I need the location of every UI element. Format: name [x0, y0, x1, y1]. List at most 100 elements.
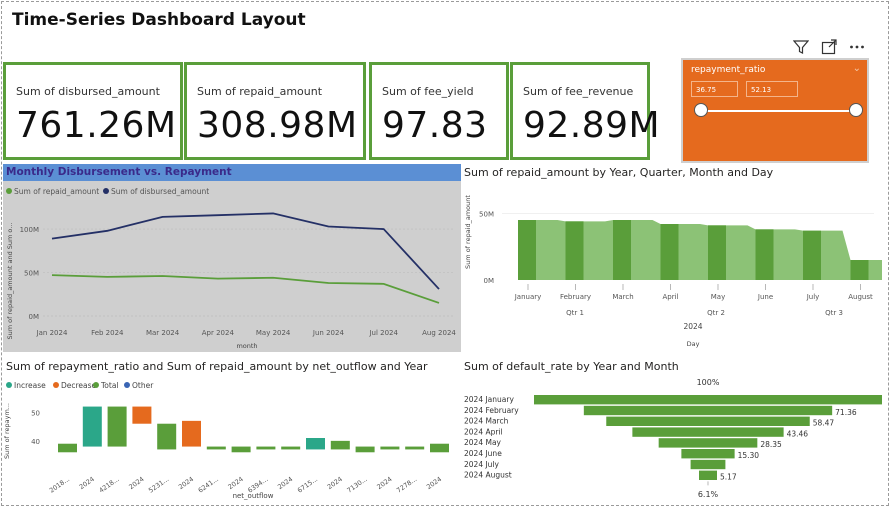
x-tick-label: 2024	[227, 475, 245, 491]
x-tick-label: 2024	[375, 475, 393, 491]
funnel-category-label: 2024 February	[464, 406, 519, 415]
x-tick-label: 5231...	[147, 475, 170, 495]
area-chart: Sum of repaid_amount 2024 Day 50M 0M Janua…	[462, 182, 882, 352]
y-tick-label: 50	[31, 409, 40, 417]
month-label: July	[806, 293, 820, 301]
funnel-category-label: 2024 May	[464, 438, 502, 447]
kpi-card-fee-yield[interactable]: Sum of fee_yield 97.83	[369, 62, 509, 160]
funnel-data-label: 58.47	[813, 419, 835, 428]
kpi-value: 97.83	[382, 105, 488, 146]
line-chart-title: Monthly Disbursement vs. Repayment	[6, 166, 232, 178]
slicer-max-handle[interactable]	[849, 103, 863, 117]
slicer-min-input[interactable]: 36.75	[691, 81, 738, 97]
focus-mode-icon[interactable]	[820, 38, 838, 56]
waterfall-bar	[58, 444, 77, 453]
kpi-value: 92.89M	[523, 105, 660, 146]
funnel-bottom-percent: 6.1%	[698, 490, 719, 499]
line-chart: Sum of repaid_amount Sum of disbursed_am…	[3, 181, 461, 352]
x-tick-label: 7278...	[395, 475, 418, 495]
kpi-label: Sum of fee_revenue	[523, 85, 633, 98]
waterfall-bar	[281, 447, 300, 450]
kpi-card-disbursed[interactable]: Sum of disbursed_amount 761.26M	[3, 62, 183, 160]
slicer-min-handle[interactable]	[694, 103, 708, 117]
x-tick-label: 2024	[78, 475, 96, 491]
line-chart-panel[interactable]: Monthly Disbursement vs. Repayment Sum o…	[3, 164, 461, 352]
filter-icon[interactable]	[792, 38, 810, 56]
x-tick-label: 2024	[127, 475, 145, 491]
x-tick-label: May 2024	[256, 329, 291, 337]
kpi-card-repaid[interactable]: Sum of repaid_amount 308.98M	[184, 62, 366, 160]
waterfall-bar	[256, 447, 275, 450]
repayment-ratio-slicer[interactable]: repayment_ratio ⌄ 36.75 52.13	[681, 58, 869, 163]
waterfall-bar	[157, 424, 176, 450]
legend-label-other: Other	[132, 381, 154, 390]
funnel-data-label: 28.35	[760, 440, 782, 449]
waterfall-bar	[380, 447, 399, 450]
y-tick-label: 50M	[479, 210, 494, 218]
funnel-title: Sum of default_rate by Year and Month	[464, 360, 679, 373]
slicer-max-input[interactable]: 52.13	[746, 81, 798, 97]
month-label: June	[757, 293, 773, 301]
y-tick-label: 50M	[24, 270, 39, 278]
y-tick-label: 100M	[20, 226, 39, 234]
funnel-bar	[681, 449, 734, 458]
month-label: January	[514, 293, 542, 301]
month-label: March	[612, 293, 633, 301]
kpi-label: Sum of disbursed_amount	[16, 85, 160, 98]
visual-toolbar	[792, 38, 866, 56]
funnel-bar	[699, 471, 717, 480]
x-axis-title: Day	[687, 340, 700, 348]
y-tick-label: 0M	[29, 313, 40, 321]
kpi-card-fee-revenue[interactable]: Sum of fee_revenue 92.89M	[510, 62, 650, 160]
month-bar	[613, 220, 631, 280]
funnel-bar	[534, 395, 882, 404]
funnel-bar	[691, 460, 726, 469]
x-tick-label: 6241...	[197, 475, 220, 495]
funnel-data-label: 5.17	[720, 473, 737, 482]
year-label: 2024	[683, 322, 702, 331]
legend-marker-disbursed	[103, 188, 109, 194]
waterfall-bar	[430, 444, 449, 453]
x-axis-title: net_outflow	[233, 492, 274, 500]
legend-label-repaid: Sum of repaid_amount	[14, 187, 99, 196]
funnel-category-label: 2024 January	[464, 395, 514, 404]
slicer-title: repayment_ratio	[691, 65, 765, 75]
month-bar	[851, 260, 869, 280]
month-bar	[708, 225, 726, 280]
funnel-category-label: 2024 April	[464, 427, 503, 436]
funnel-data-label: 43.46	[787, 429, 809, 438]
x-tick-label: 6715...	[296, 475, 319, 495]
funnel-category-label: 2024 July	[464, 460, 500, 469]
waterfall-bar	[356, 447, 375, 453]
funnel-category-label: 2024 March	[464, 417, 509, 426]
chevron-down-icon[interactable]: ⌄	[853, 63, 861, 74]
x-tick-label: 2024	[177, 475, 195, 491]
x-tick-label: Jan 2024	[36, 329, 68, 337]
legend-label-disbursed: Sum of disbursed_amount	[111, 187, 209, 196]
x-tick-label: 2018...	[48, 475, 71, 495]
quarter-label: Qtr 3	[825, 309, 843, 317]
x-tick-label: 2024	[326, 475, 344, 491]
x-tick-label: Apr 2024	[202, 329, 235, 337]
month-bar	[803, 231, 821, 280]
more-options-icon[interactable]	[848, 38, 866, 56]
funnel-category-label: 2024 August	[464, 471, 512, 480]
kpi-label: Sum of fee_yield	[382, 85, 474, 98]
funnel-category-label: 2024 June	[464, 449, 502, 458]
funnel-bar	[632, 427, 783, 436]
kpi-value: 761.26M	[16, 105, 177, 146]
funnel-data-label: 71.36	[835, 408, 857, 417]
area-chart-title: Sum of repaid_amount by Year, Quarter, M…	[464, 166, 773, 179]
series-line-repaid	[52, 275, 439, 303]
funnel-bar	[606, 417, 809, 426]
waterfall-bar	[108, 407, 127, 447]
month-label: August	[848, 293, 873, 301]
quarter-label: Qtr 2	[707, 309, 725, 317]
x-axis-title: month	[236, 342, 257, 350]
waterfall-bar	[331, 441, 350, 450]
x-tick-label: Feb 2024	[91, 329, 124, 337]
funnel-chart: 100% 6.1% 2024 January2024 February 71.36…	[462, 376, 886, 502]
y-tick-label: 40	[31, 438, 40, 446]
waterfall-bar	[83, 407, 102, 447]
waterfall-bar	[306, 438, 325, 449]
